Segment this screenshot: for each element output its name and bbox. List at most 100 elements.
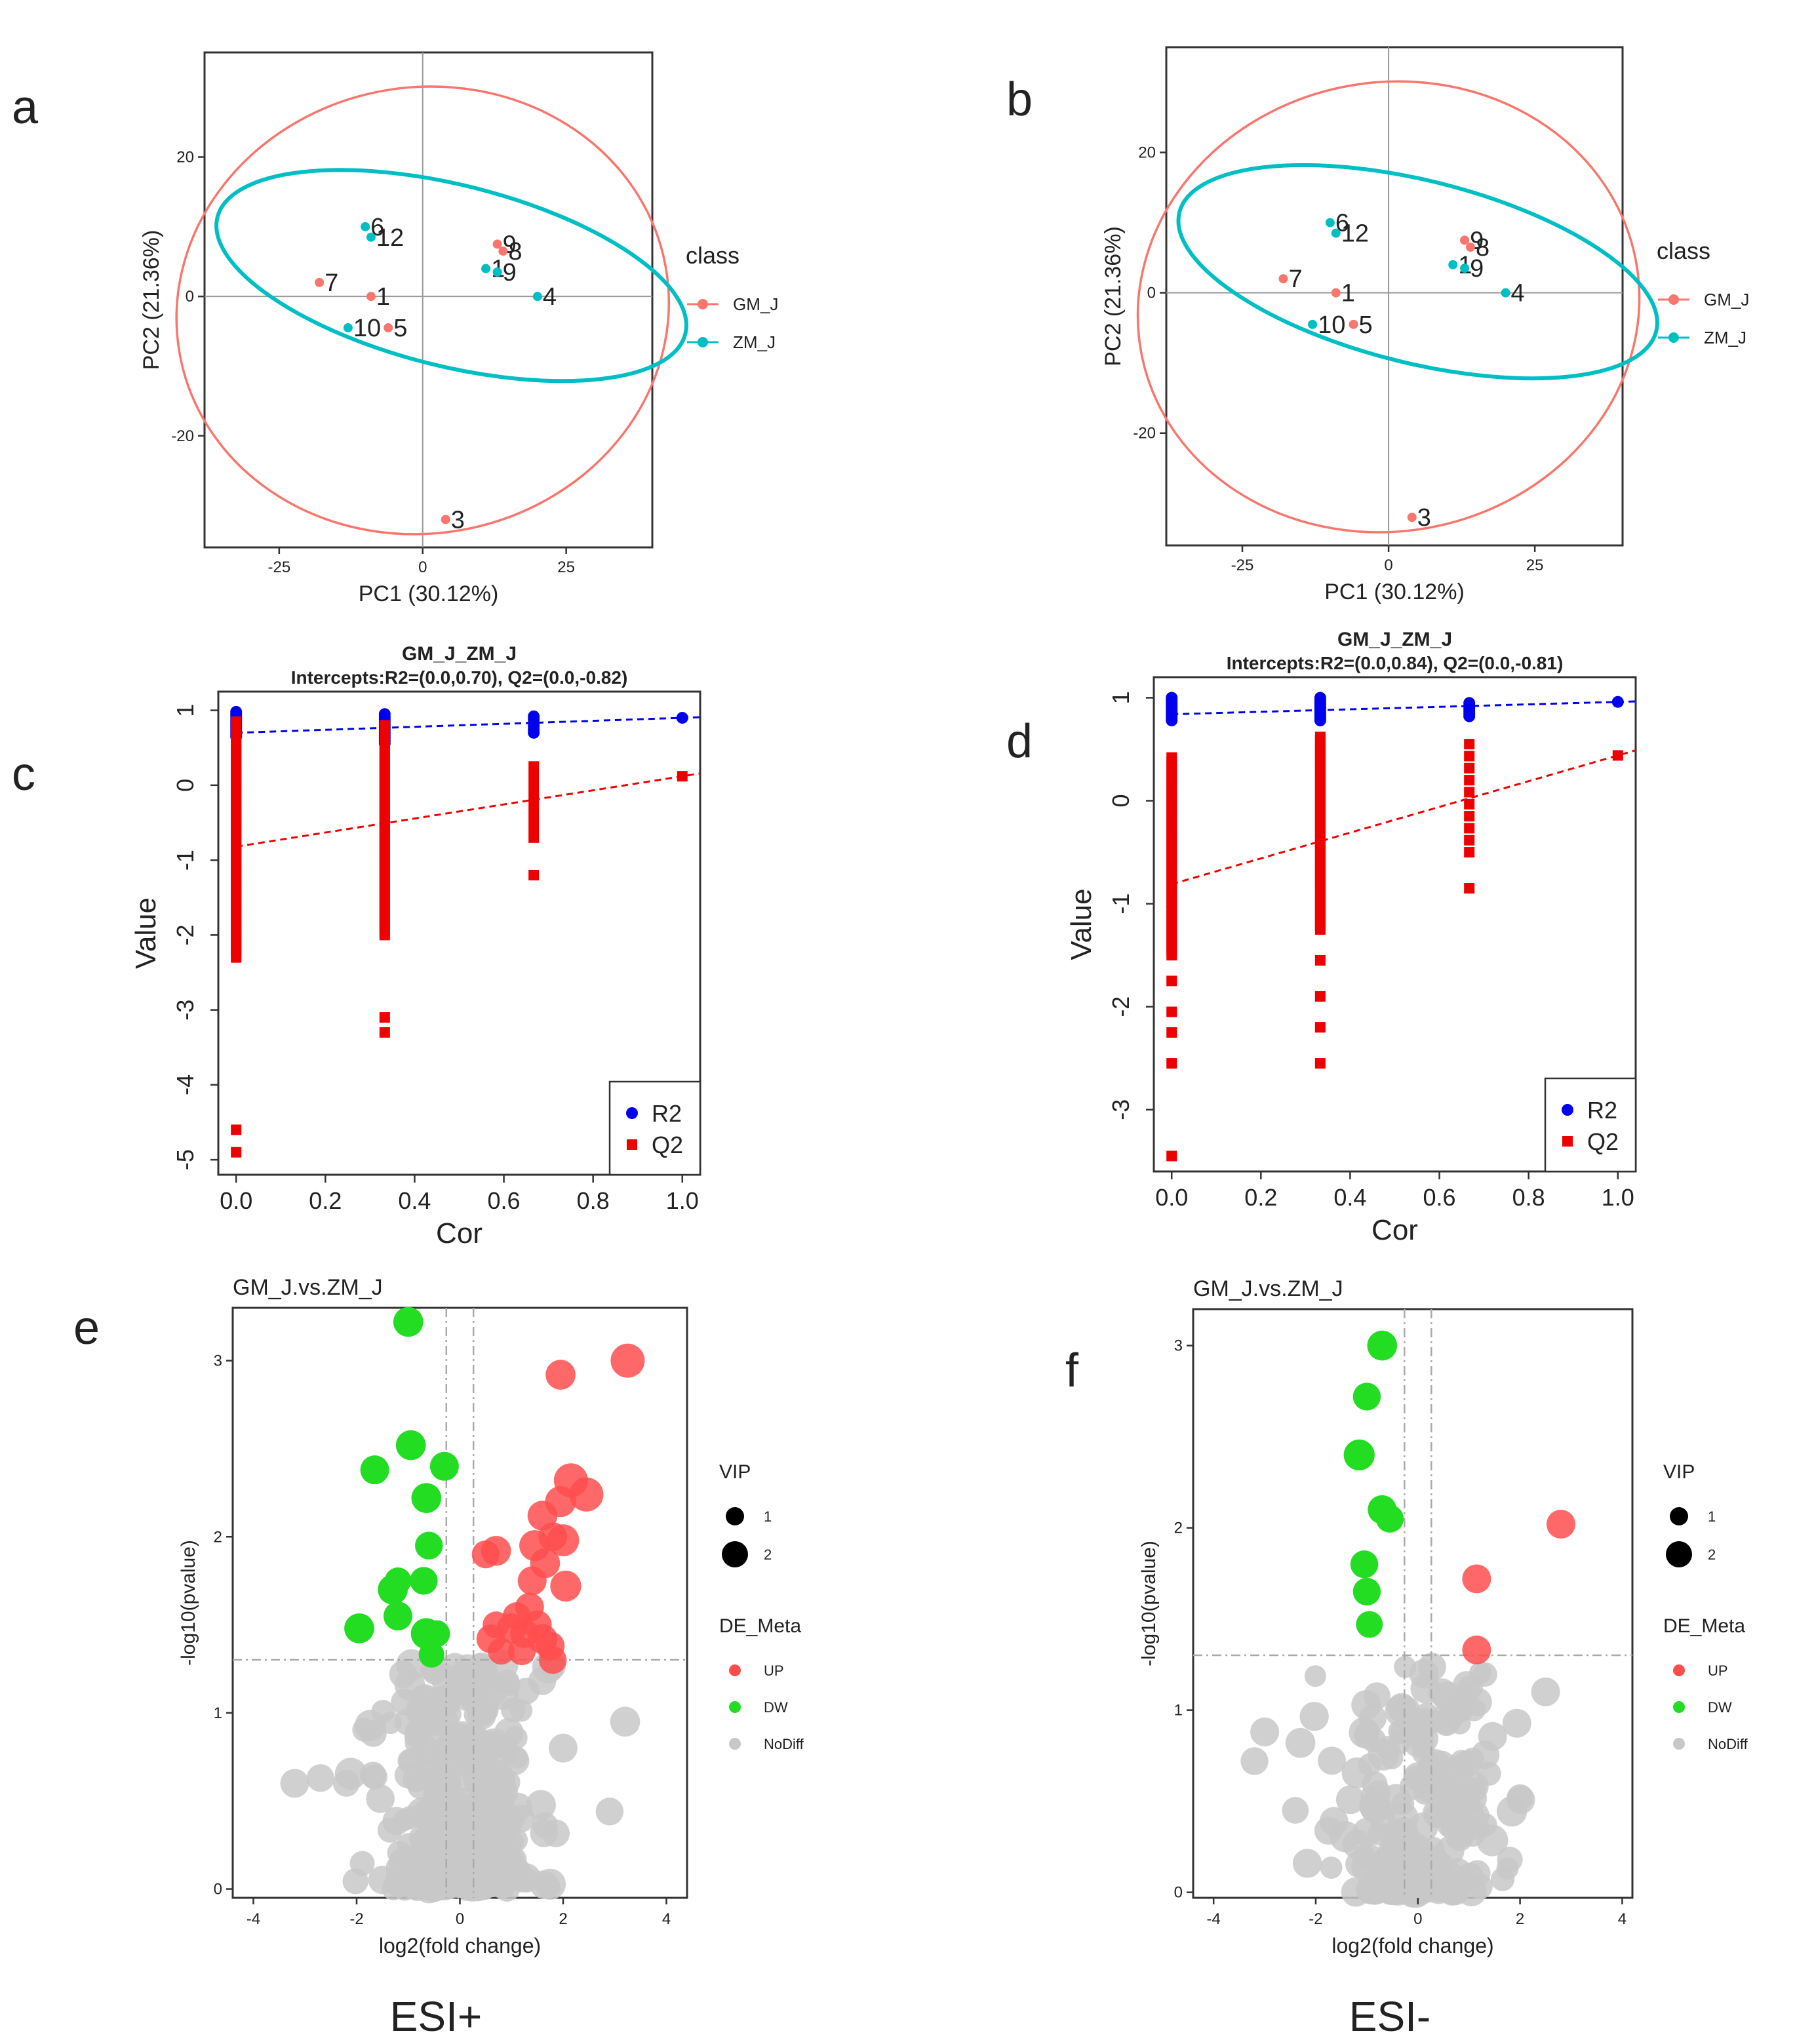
q2-point <box>528 869 540 880</box>
up-point <box>471 1540 500 1569</box>
nodiff-point <box>1502 1708 1531 1738</box>
sample-point <box>361 222 370 231</box>
nodiff-point <box>1299 1702 1329 1731</box>
nodiff-point <box>460 1722 487 1750</box>
legend-de-swatch <box>1673 1701 1685 1713</box>
nodiff-point <box>1292 1849 1322 1878</box>
legend-vip-size <box>726 1507 744 1525</box>
nodiff-point <box>1402 1845 1428 1871</box>
sample-point <box>1331 228 1341 238</box>
r2-point <box>676 711 688 724</box>
down-point <box>423 1620 450 1647</box>
x-tick-label: 0.6 <box>488 1187 521 1214</box>
legend-entry: 2 <box>764 1546 772 1563</box>
y-tick-label: -20 <box>1133 425 1156 442</box>
volcano-plot-f: GM_J.vs.ZM_J -4 -2 0 2 4 0 1 2 3 log2(fold change)… <box>1138 1276 1748 1957</box>
legend-de-swatch <box>729 1701 741 1713</box>
sample-label: 4 <box>1511 280 1525 307</box>
y-tick-label: -2 <box>172 924 199 945</box>
legend-vip-size <box>1670 1507 1688 1525</box>
confidence-ellipse-zm-j <box>214 168 688 383</box>
confidence-ellipse-gm-j <box>175 85 670 536</box>
y-tick-label: -4 <box>172 1074 199 1095</box>
x-tick-label: 0.2 <box>1244 1184 1277 1211</box>
panel-label-c: c <box>12 748 35 800</box>
x-axis-label: Cor <box>436 1217 483 1249</box>
sample-label: 7 <box>325 269 338 297</box>
sample-point <box>1448 260 1458 269</box>
nodiff-point <box>1250 1718 1280 1747</box>
nodiff-point <box>387 1840 412 1865</box>
sample-label: 5 <box>1359 311 1373 339</box>
legend-swatch-point <box>1668 294 1679 305</box>
nodiff-point <box>1351 1851 1381 1881</box>
q2-point <box>1314 954 1326 966</box>
x-tick-label: 2 <box>559 1910 567 1928</box>
panel-label-a: a <box>12 81 39 134</box>
nodiff-point <box>414 1742 437 1765</box>
down-point <box>1367 1330 1398 1361</box>
nodiff-point <box>1362 1771 1388 1797</box>
x-tick-label: 0.4 <box>398 1187 431 1214</box>
chart-subtitle: Intercepts:R2=(0.0,0.70), Q2=(0.0,-0.82) <box>291 667 628 688</box>
nodiff-point <box>1341 1877 1371 1907</box>
nodiff-point <box>1445 1822 1474 1851</box>
panel-label-b: b <box>1006 73 1033 126</box>
nodiff-point <box>371 1700 395 1723</box>
nodiff-point <box>492 1873 517 1898</box>
nodiff-point <box>1391 1864 1420 1894</box>
y-tick-label: 0 <box>1174 1884 1183 1902</box>
up-point <box>1462 1635 1491 1664</box>
down-point <box>411 1483 442 1513</box>
legend-entry: 2 <box>1708 1546 1716 1563</box>
nodiff-point <box>1507 1784 1534 1811</box>
q2-point <box>1464 811 1475 822</box>
chart-title: GM_J_ZM_J <box>402 643 517 665</box>
sample-point <box>492 239 502 249</box>
down-point <box>360 1455 389 1485</box>
sample-point <box>366 292 376 302</box>
legend-entry: GM_J <box>1704 290 1749 309</box>
y-tick-label: -1 <box>172 850 199 871</box>
nodiff-point <box>393 1809 416 1832</box>
nodiff-point <box>342 1868 369 1895</box>
sample-label: 4 <box>543 283 557 311</box>
sample-label: 1 <box>1341 280 1355 307</box>
legend-entry: ZM_J <box>733 332 776 352</box>
legend-entry: Q2 <box>652 1131 683 1158</box>
y-axis-label: Value <box>1065 888 1097 960</box>
chart-title: GM_J_ZM_J <box>1337 629 1452 650</box>
down-point <box>384 1602 412 1631</box>
r2-point <box>1611 696 1624 708</box>
down-point <box>1352 1577 1381 1606</box>
legend-entry: NoDiff <box>764 1736 804 1752</box>
confidence-ellipse-zm-j <box>1176 163 1659 381</box>
x-tick-label: -25 <box>267 559 290 576</box>
q2-point <box>528 812 540 823</box>
sample-label: 1 <box>376 283 390 311</box>
q2-point <box>1464 883 1475 894</box>
r2-point <box>1166 692 1178 704</box>
x-tick-label: 0.0 <box>220 1187 252 1214</box>
x-tick-label: 1.0 <box>1602 1184 1634 1211</box>
legend-title-de: DE_Meta <box>1663 1615 1745 1637</box>
sample-label: 10 <box>353 315 381 342</box>
y-tick-label: 2 <box>214 1528 222 1546</box>
q2-point <box>1464 798 1475 810</box>
sample-point <box>1466 243 1475 252</box>
chart-title: GM_J.vs.ZM_J <box>1193 1276 1343 1301</box>
down-point <box>1356 1611 1383 1638</box>
x-axis-label: PC1 (30.12%) <box>1324 580 1465 604</box>
nodiff-point <box>456 1687 481 1712</box>
up-point <box>547 1524 580 1557</box>
sample-point <box>1501 288 1510 298</box>
nodiff-point <box>1381 1784 1411 1815</box>
y-tick-label: 0 <box>186 288 194 305</box>
nodiff-point <box>1531 1677 1560 1706</box>
down-point <box>1352 1383 1381 1411</box>
sample-point <box>1325 218 1335 227</box>
sample-point <box>1331 288 1341 298</box>
nodiff-point <box>549 1733 578 1763</box>
x-tick-label: -4 <box>247 1910 260 1928</box>
